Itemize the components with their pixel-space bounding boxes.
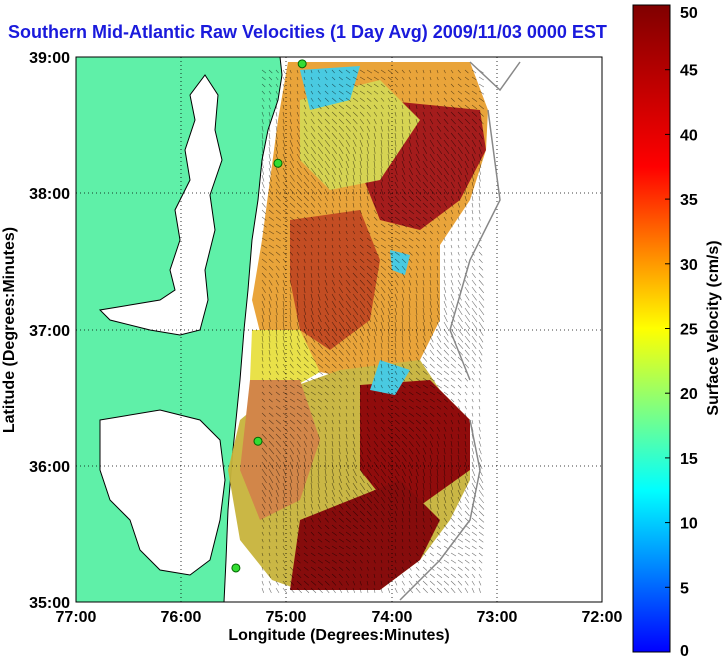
radar-station-marker — [253, 436, 263, 446]
y-tick-label: 35:00 — [29, 595, 70, 612]
y-axis-label: Latitude (Degrees:Minutes) — [1, 227, 18, 433]
chesapeake-bay — [98, 74, 223, 336]
colorbar-tick-label: 20 — [680, 386, 698, 403]
x-axis-label: Longitude (Degrees:Minutes) — [228, 627, 449, 644]
colorbar-ticks: 0 5 10 15 20 25 30 35 40 45 50 — [665, 4, 698, 659]
radar-station-marker — [273, 158, 283, 168]
y-tick-label: 36:00 — [29, 459, 70, 476]
colorbar-tick-label: 10 — [680, 516, 698, 533]
colorbar-tick-label: 5 — [680, 580, 689, 597]
y-tick-label: 39:00 — [29, 50, 70, 67]
colorbar — [632, 4, 671, 653]
map-title: Southern Mid-Atlantic Raw Velocities (1 … — [8, 22, 607, 42]
radar-stations — [231, 59, 307, 573]
plot-frame — [75, 56, 603, 603]
colorbar-tick-label: 30 — [680, 257, 698, 274]
colorbar-tick-label: 45 — [680, 63, 698, 80]
colorbar-label: Surface Velocity (cm/s) — [705, 240, 722, 415]
x-tick-label: 72:00 — [582, 609, 623, 626]
radar-station-marker — [297, 59, 307, 69]
colorbar-tick-label: 35 — [680, 192, 698, 209]
pamlico-sound — [99, 409, 226, 576]
x-tick-label: 73:00 — [477, 609, 518, 626]
x-tick-label: 74:00 — [372, 609, 413, 626]
velocity-arrows — [261, 69, 485, 594]
colorbar-tick-label: 40 — [680, 127, 698, 144]
colorbar-tick-label: 25 — [680, 322, 698, 339]
grid-lines — [76, 57, 602, 602]
colorbar-tick-label: 0 — [680, 643, 689, 659]
radar-station-marker — [231, 563, 241, 573]
colorbar-tick-label: 15 — [680, 451, 698, 468]
x-tick-label: 77:00 — [56, 609, 97, 626]
x-tick-label: 75:00 — [266, 609, 307, 626]
x-tick-label: 76:00 — [161, 609, 202, 626]
y-tick-label: 38:00 — [29, 186, 70, 203]
velocity-field — [228, 62, 488, 590]
arrow-hatching — [261, 69, 485, 594]
shelf-contour — [399, 61, 521, 601]
y-tick-label: 37:00 — [29, 323, 70, 340]
colorbar-tick-label: 50 — [680, 5, 698, 22]
